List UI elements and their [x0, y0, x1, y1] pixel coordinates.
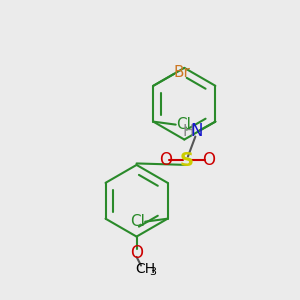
Text: S: S: [180, 151, 194, 170]
Text: 3: 3: [149, 267, 156, 277]
Text: O: O: [202, 152, 215, 169]
Text: H: H: [182, 124, 194, 139]
Text: CH: CH: [135, 262, 155, 276]
Text: O: O: [130, 244, 143, 262]
Text: Cl: Cl: [130, 214, 145, 229]
Text: N: N: [190, 122, 203, 140]
Text: O: O: [159, 152, 172, 169]
Text: Br: Br: [173, 65, 190, 80]
Text: Cl: Cl: [176, 117, 191, 132]
